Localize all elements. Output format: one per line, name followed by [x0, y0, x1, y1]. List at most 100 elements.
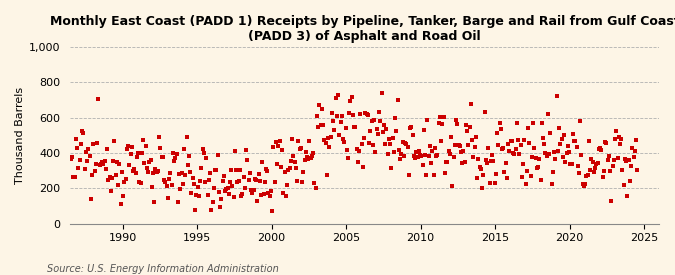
- Point: [554, 126, 564, 130]
- Point: [473, 156, 484, 161]
- Point: [453, 143, 464, 147]
- Point: [611, 129, 622, 134]
- Point: [572, 163, 583, 168]
- Point: [599, 169, 610, 174]
- Point: [97, 160, 107, 164]
- Point: [126, 152, 136, 156]
- Point: [411, 150, 422, 155]
- Point: [627, 146, 638, 150]
- Point: [237, 192, 248, 196]
- Point: [429, 146, 440, 150]
- Point: [201, 156, 212, 160]
- Point: [103, 177, 113, 182]
- Point: [76, 142, 86, 146]
- Point: [574, 170, 585, 175]
- Point: [493, 143, 504, 148]
- Point: [135, 180, 146, 185]
- Point: [427, 149, 438, 153]
- Point: [479, 110, 490, 114]
- Point: [203, 178, 214, 182]
- Point: [396, 151, 407, 156]
- Point: [141, 166, 152, 170]
- Point: [617, 168, 628, 172]
- Point: [289, 160, 300, 165]
- Point: [293, 139, 304, 143]
- Point: [198, 151, 209, 155]
- Point: [207, 200, 218, 204]
- Point: [279, 170, 290, 174]
- Point: [464, 125, 475, 129]
- Point: [421, 172, 431, 177]
- Point: [561, 151, 572, 156]
- Point: [232, 180, 243, 185]
- Point: [219, 189, 230, 193]
- Point: [477, 186, 487, 191]
- Point: [535, 178, 546, 182]
- Point: [622, 194, 633, 199]
- Point: [404, 172, 414, 177]
- Point: [495, 127, 506, 131]
- Point: [469, 145, 480, 149]
- Point: [529, 146, 540, 150]
- Point: [288, 154, 299, 159]
- Point: [271, 140, 281, 145]
- Point: [128, 169, 138, 174]
- Point: [315, 123, 326, 127]
- Point: [478, 173, 489, 177]
- Point: [366, 119, 377, 123]
- Point: [592, 161, 603, 165]
- Point: [110, 172, 121, 177]
- Point: [290, 166, 301, 170]
- Point: [531, 166, 542, 170]
- Point: [80, 149, 91, 154]
- Point: [428, 173, 439, 177]
- Point: [227, 184, 238, 189]
- Point: [590, 166, 601, 170]
- Point: [261, 167, 271, 171]
- Point: [163, 195, 173, 200]
- Point: [615, 142, 626, 146]
- Point: [78, 130, 89, 135]
- Point: [74, 158, 85, 162]
- Point: [296, 146, 306, 150]
- Point: [84, 153, 95, 158]
- Point: [595, 146, 605, 150]
- Text: Source: U.S. Energy Information Administration: Source: U.S. Energy Information Administ…: [47, 264, 279, 274]
- Point: [265, 193, 275, 198]
- Point: [506, 139, 517, 143]
- Point: [115, 202, 126, 207]
- Point: [349, 125, 360, 130]
- Point: [450, 142, 460, 147]
- Point: [466, 102, 477, 106]
- Point: [319, 138, 330, 142]
- Point: [435, 115, 446, 119]
- Point: [509, 152, 520, 156]
- Point: [130, 170, 141, 175]
- Point: [113, 183, 124, 187]
- Point: [581, 174, 592, 178]
- Point: [144, 160, 155, 165]
- Point: [422, 118, 433, 122]
- Point: [248, 187, 259, 192]
- Point: [309, 180, 320, 185]
- Point: [468, 155, 479, 160]
- Point: [247, 191, 258, 196]
- Point: [90, 162, 101, 166]
- Point: [216, 197, 227, 202]
- Point: [268, 145, 279, 150]
- Point: [491, 130, 502, 135]
- Point: [370, 149, 381, 154]
- Point: [72, 146, 82, 150]
- Point: [620, 157, 630, 161]
- Point: [458, 149, 469, 153]
- Point: [86, 172, 97, 177]
- Point: [389, 150, 400, 155]
- Point: [215, 205, 225, 210]
- Point: [169, 159, 180, 163]
- Point: [448, 155, 459, 159]
- Point: [444, 152, 455, 156]
- Point: [176, 171, 187, 175]
- Point: [107, 176, 117, 180]
- Point: [175, 186, 186, 191]
- Point: [556, 137, 567, 141]
